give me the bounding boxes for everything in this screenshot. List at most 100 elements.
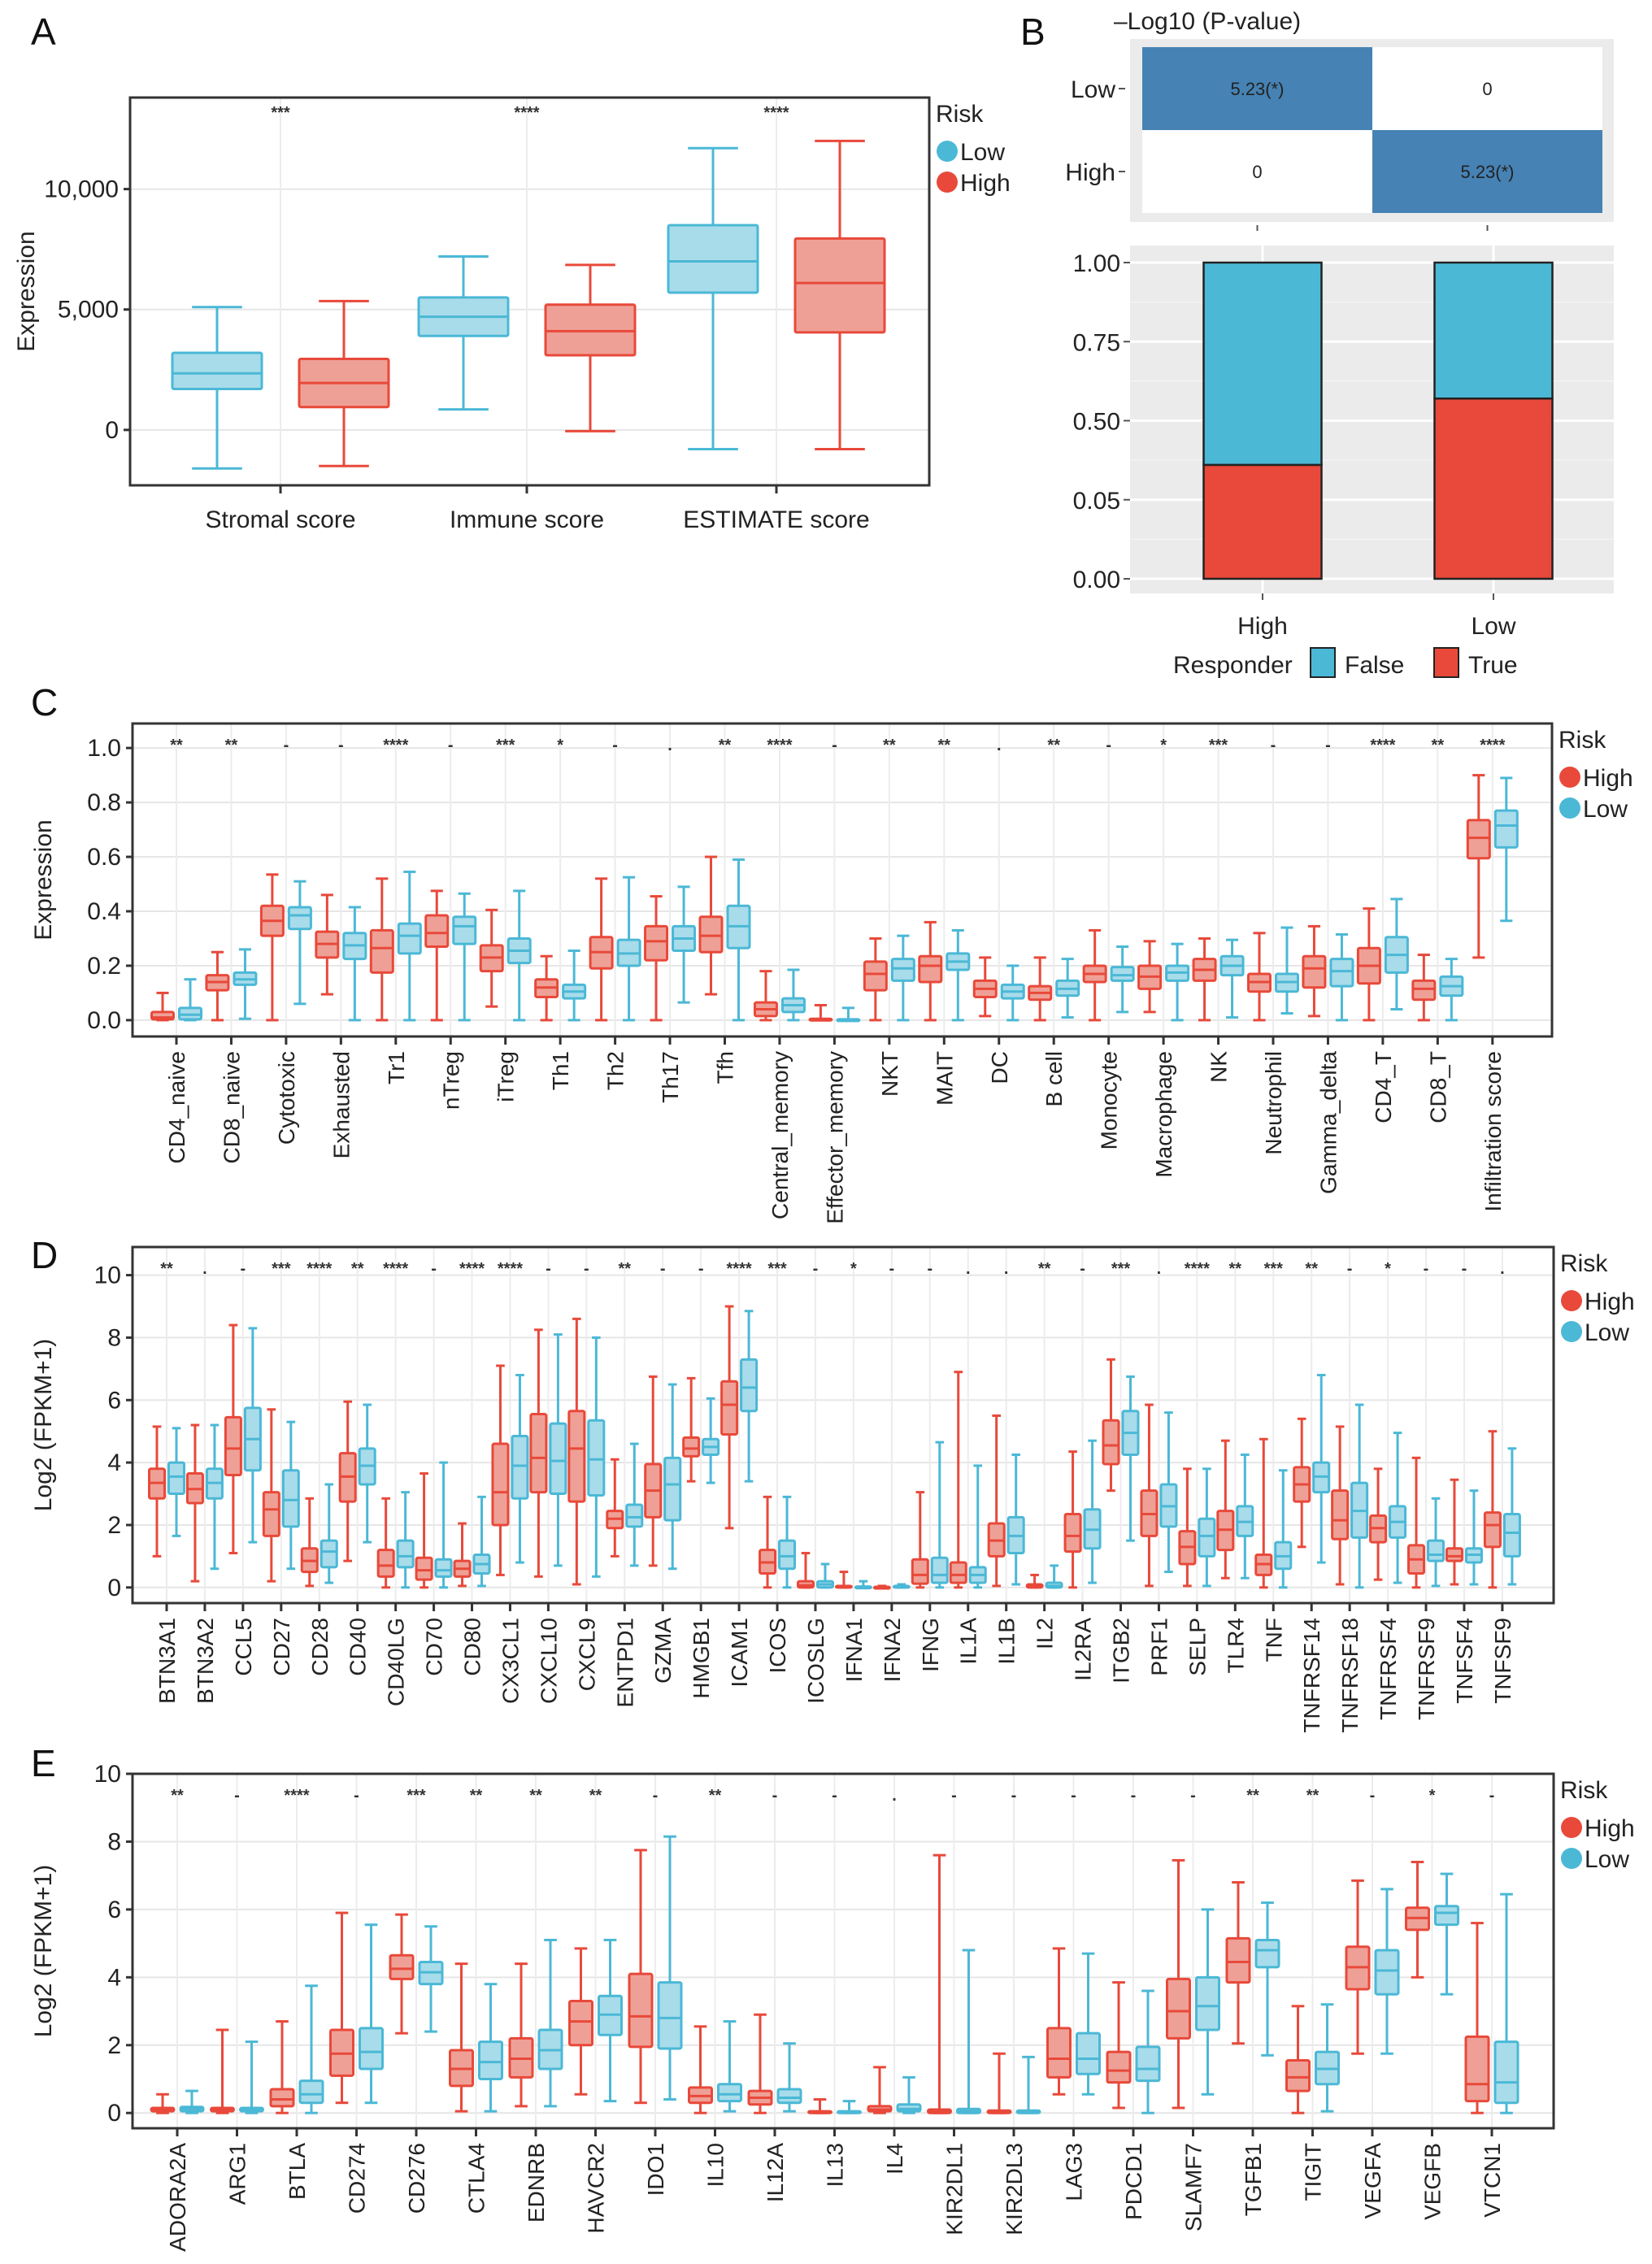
x-tick-label: ENTPD1 (612, 1618, 637, 1707)
box-iqr (918, 954, 943, 984)
box-low (837, 2100, 862, 2114)
box-iqr (434, 1558, 453, 1578)
y-tick-label: 0.50 (1073, 409, 1120, 436)
box-low (663, 1383, 682, 1571)
x-tick-label: CD70 (422, 1618, 447, 1676)
box-iqr (1466, 819, 1491, 860)
box-high (389, 1913, 415, 2035)
box-low (890, 934, 915, 1022)
y-tick-label: 0.6 (87, 844, 121, 871)
box-high (688, 2025, 713, 2114)
box-low (1198, 1467, 1216, 1588)
significance-label: *** (496, 737, 515, 754)
significance-label: - (431, 1260, 437, 1278)
significance-label: - (354, 1787, 359, 1805)
box-iqr (529, 1413, 548, 1494)
box-high (269, 2020, 295, 2114)
box-low (1350, 1403, 1369, 1589)
significance-label: ** (225, 737, 238, 754)
box-high (589, 877, 614, 1022)
box-iqr (262, 1491, 280, 1537)
x-tick-label: CD8_T (1425, 1051, 1450, 1123)
legend-label: High (1585, 1815, 1635, 1842)
box-iqr (491, 1442, 510, 1527)
x-tick-label: B cell (1041, 1051, 1067, 1106)
box-high (534, 954, 559, 1022)
box-low (342, 906, 367, 1022)
panel-A: 0 5,000 10,000 Expression Stromal score *** Im… (13, 96, 1011, 533)
significance-label: **** (514, 104, 539, 122)
legend-title: Risk (936, 101, 984, 128)
significance-label: - (1462, 1260, 1467, 1278)
box-iqr (717, 2083, 742, 2103)
legend-dot-high (1561, 1290, 1582, 1311)
box-low (549, 1333, 567, 1567)
significance-label: - (338, 737, 344, 754)
box-low (1315, 2003, 1340, 2113)
box-high (863, 936, 888, 1022)
box-iqr (1195, 1975, 1220, 2032)
panel-B-heatmap: –Log10 (P-value) Low 5.23(*) 0 High 0 5.23(*) (1065, 8, 1614, 231)
box-high (415, 1472, 433, 1589)
x-tick-label: CD4_naive (164, 1051, 189, 1164)
box-high (1405, 1860, 1430, 1979)
x-tick-label: Infiltration score (1480, 1051, 1506, 1212)
box-low (1434, 1872, 1459, 1996)
box-high (606, 1458, 624, 1558)
box-low (892, 1583, 911, 1589)
box-low (1374, 1888, 1400, 2055)
box-low (667, 146, 759, 451)
box-low (1055, 958, 1080, 1019)
x-tick-label: SLAMF7 (1181, 2143, 1206, 2231)
significance-label: ** (470, 1787, 483, 1805)
significance-label: - (584, 1260, 589, 1278)
significance-label: **** (498, 1260, 523, 1278)
significance-label: ** (529, 1787, 542, 1805)
box-iqr (389, 1953, 415, 1980)
significance-label: - (660, 1260, 666, 1278)
x-tick-label: Monocyte (1097, 1051, 1122, 1149)
box-high (1063, 1450, 1082, 1589)
y-tick-label: 6 (107, 1387, 121, 1414)
box-iqr (1046, 2027, 1072, 2079)
box-iqr (663, 1456, 682, 1522)
box-iqr (1285, 2059, 1311, 2092)
box-iqr (890, 958, 915, 982)
box-low (616, 876, 641, 1022)
box-high (568, 1947, 593, 2096)
x-tick-label: Tr1 (384, 1051, 409, 1084)
box-low (896, 2075, 922, 2114)
box-iqr (567, 1410, 586, 1503)
box-high (150, 2092, 176, 2114)
box-high (1411, 954, 1437, 1022)
x-tick-label: CXCL9 (574, 1618, 599, 1691)
box-iqr (698, 915, 724, 954)
box-high (529, 1328, 548, 1578)
box-low (778, 1495, 797, 1589)
significance-label: ** (719, 737, 732, 754)
box-iqr (1434, 1905, 1459, 1927)
significance-label: - (832, 1787, 837, 1805)
legend-label: High (960, 170, 1011, 197)
box-high (987, 1414, 1006, 1588)
plot-frame (131, 1772, 1555, 2130)
box-low (625, 1442, 644, 1567)
box-high (210, 2028, 235, 2114)
box-high (949, 1371, 967, 1589)
box-low (726, 858, 751, 1022)
box-low (1045, 1564, 1063, 1589)
box-high (1046, 1947, 1072, 2096)
x-tick-label: CD28 (307, 1618, 333, 1676)
y-tick-label: 4 (107, 1449, 121, 1476)
box-iqr (1135, 2045, 1161, 2083)
box-low (281, 1420, 300, 1571)
significance-label: ** (170, 737, 183, 754)
x-tick-label: Th2 (603, 1051, 628, 1090)
significance-label: - (1424, 1260, 1429, 1278)
box-high (644, 895, 669, 1022)
x-tick-label: CD4_T (1371, 1051, 1396, 1123)
x-tick-label: TGFB1 (1241, 2143, 1266, 2216)
box-low (179, 2089, 205, 2114)
significance-label: * (850, 1260, 857, 1278)
y-tick-label: 0.00 (1073, 567, 1120, 593)
